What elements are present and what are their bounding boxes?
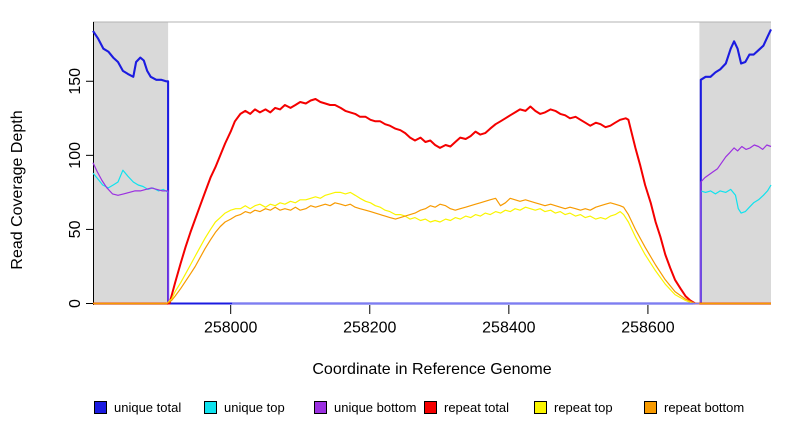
legend-item-repeat-total: repeat total bbox=[424, 400, 534, 415]
legend-item-unique-total: unique total bbox=[94, 400, 204, 415]
y-axis-title: Read Coverage Depth bbox=[9, 110, 26, 270]
legend: unique total unique top unique bottom repea… bbox=[94, 400, 754, 415]
legend-swatch-unique-total bbox=[94, 401, 107, 414]
legend-label: repeat bottom bbox=[664, 400, 745, 415]
shaded-region-1 bbox=[93, 22, 169, 305]
series-unique-bottom bbox=[700, 144, 772, 304]
x-tick-label: 258600 bbox=[621, 320, 674, 337]
x-tick-label: 258000 bbox=[204, 320, 257, 337]
x-axis-title: Coordinate in Reference Genome bbox=[312, 361, 552, 378]
legend-swatch-repeat-top bbox=[534, 401, 547, 414]
legend-swatch-unique-bottom bbox=[314, 401, 327, 414]
legend-item-unique-top: unique top bbox=[204, 400, 314, 415]
legend-item-repeat-bottom: repeat bottom bbox=[644, 400, 754, 415]
y-tick-label: 0 bbox=[67, 299, 84, 308]
legend-label: unique total bbox=[114, 400, 182, 415]
series-unique-bottom bbox=[92, 162, 169, 304]
series-unique-top bbox=[700, 184, 772, 304]
y-tick-label: 150 bbox=[67, 68, 84, 95]
series-unique-total bbox=[92, 28, 772, 305]
shaded-region-2 bbox=[699, 22, 771, 305]
series-repeat-total bbox=[93, 98, 771, 305]
series-repeat-top bbox=[93, 191, 771, 305]
legend-swatch-repeat-bottom bbox=[644, 401, 657, 414]
x-tick-label: 258400 bbox=[482, 320, 535, 337]
y-tick-label: 50 bbox=[67, 220, 84, 238]
legend-item-unique-bottom: unique bottom bbox=[314, 400, 424, 415]
legend-label: repeat total bbox=[444, 400, 510, 415]
legend-swatch-repeat-total bbox=[424, 401, 437, 414]
legend-label: unique bottom bbox=[334, 400, 417, 415]
y-tick-label: 100 bbox=[67, 142, 84, 169]
x-tick-label: 258200 bbox=[343, 320, 396, 337]
legend-swatch-unique-top bbox=[204, 401, 217, 414]
legend-item-repeat-top: repeat top bbox=[534, 400, 644, 415]
series-repeat-bottom bbox=[93, 197, 771, 305]
legend-label: unique top bbox=[224, 400, 285, 415]
legend-label: repeat top bbox=[554, 400, 613, 415]
